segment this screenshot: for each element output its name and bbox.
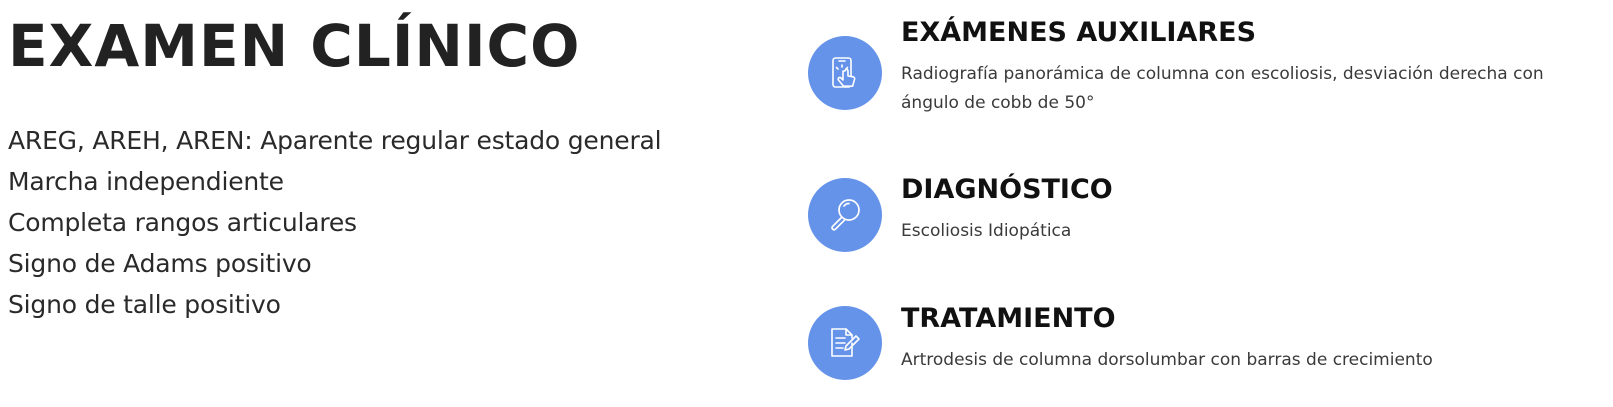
magnifier-icon <box>808 178 882 252</box>
card-diagnosis-text: DIAGNÓSTICO Escoliosis Idiopática <box>901 173 1581 246</box>
document-edit-icon <box>808 306 882 380</box>
card-description-auxiliary-exams: Radiografía panorámica de columna con es… <box>901 64 1544 113</box>
finding-item-joint-range: Completa rangos articulares <box>8 208 357 237</box>
card-title-diagnosis: DIAGNÓSTICO <box>901 174 1113 205</box>
card-auxiliary-exams-text: EXÁMENES AUXILIARES Radiografía panorámi… <box>901 16 1581 118</box>
card-title-auxiliary-exams: EXÁMENES AUXILIARES <box>901 17 1257 48</box>
card-description-diagnosis: Escoliosis Idiopática <box>901 221 1072 241</box>
card-description-treatment: Artrodesis de columna dorsolumbar con ba… <box>901 350 1433 370</box>
page-title: EXAMEN CLÍNICO <box>8 12 581 80</box>
finding-item-adams-sign: Signo de Adams positivo <box>8 249 312 278</box>
card-treatment-text: TRATAMIENTO Artrodesis de columna dorsol… <box>901 302 1581 375</box>
finding-item-gait: Marcha independiente <box>8 167 284 196</box>
finding-item-waist-sign: Signo de talle positivo <box>8 290 281 319</box>
finding-item-general-state: AREG, AREH, AREN: Aparente regular estad… <box>8 126 662 155</box>
findings-list: AREG, AREH, AREN: Aparente regular estad… <box>8 120 662 325</box>
card-title-treatment: TRATAMIENTO <box>901 303 1116 334</box>
touch-screen-icon <box>808 36 882 110</box>
